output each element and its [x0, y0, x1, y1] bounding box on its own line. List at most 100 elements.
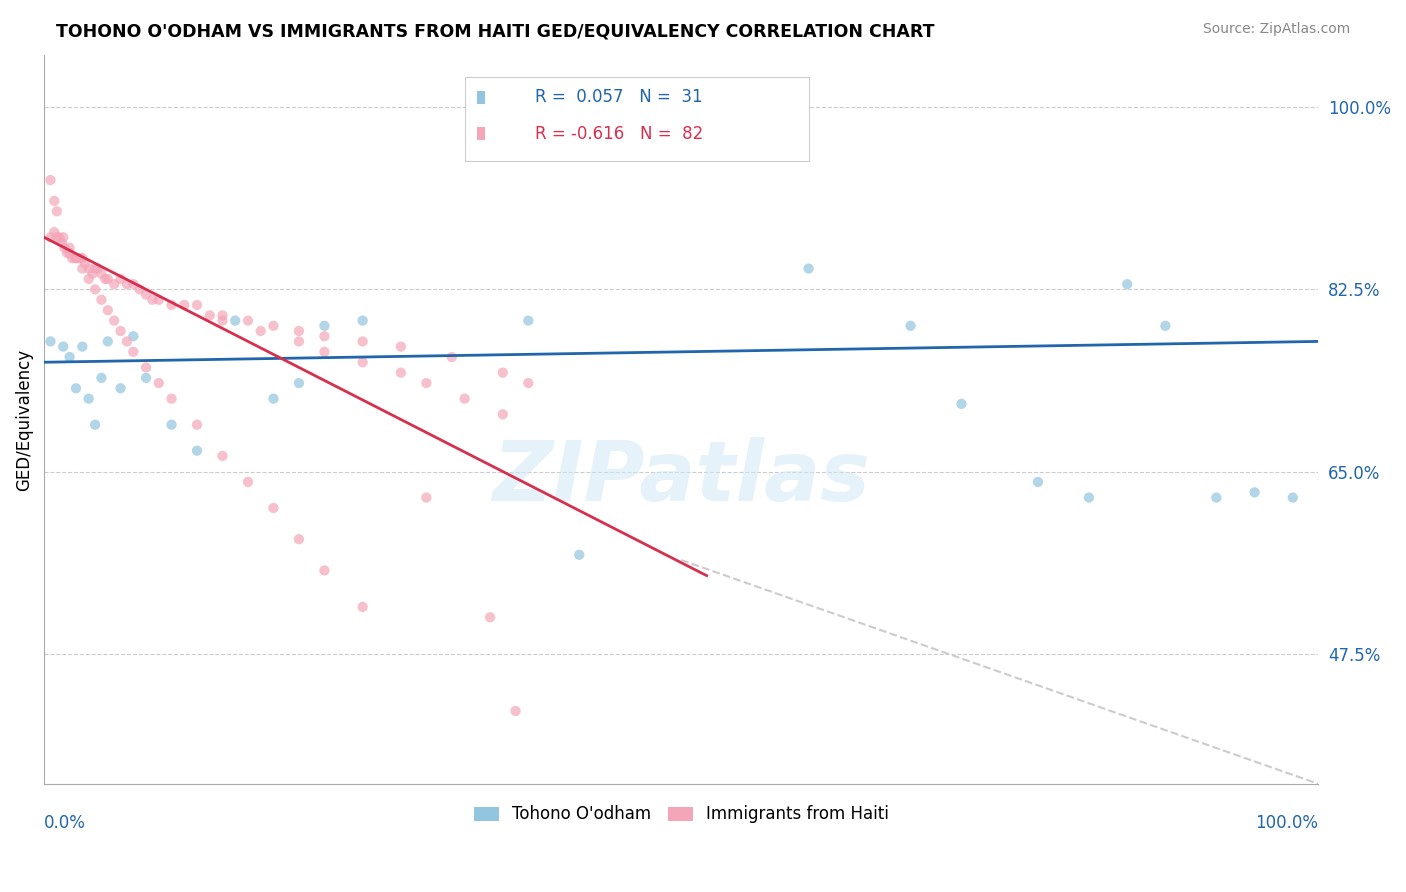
Point — [66, 251, 89, 265]
Point — [72, 261, 94, 276]
Point — [160, 298, 183, 312]
Text: 0.0%: 0.0% — [44, 814, 86, 832]
Point — [479, 610, 502, 624]
Point — [122, 344, 145, 359]
Point — [211, 309, 233, 323]
Point — [84, 282, 107, 296]
Point — [73, 256, 96, 270]
Point — [900, 318, 922, 333]
Text: 100.0%: 100.0% — [1256, 814, 1319, 832]
Point — [352, 313, 374, 327]
Point — [58, 350, 80, 364]
Point — [224, 313, 246, 327]
Text: ZIPatlas: ZIPatlas — [492, 437, 870, 518]
Point — [492, 366, 515, 380]
Point — [65, 381, 87, 395]
Point — [148, 376, 170, 390]
Point — [84, 261, 107, 276]
Text: TOHONO O'ODHAM VS IMMIGRANTS FROM HAITI GED/EQUIVALENCY CORRELATION CHART: TOHONO O'ODHAM VS IMMIGRANTS FROM HAITI … — [56, 22, 935, 40]
Point — [45, 230, 67, 244]
Point — [262, 392, 284, 406]
Point — [288, 324, 311, 338]
Point — [39, 173, 62, 187]
Point — [86, 261, 108, 276]
Point — [135, 287, 157, 301]
Point — [262, 500, 284, 515]
Point — [352, 334, 374, 349]
Point — [389, 340, 412, 354]
Point — [82, 267, 104, 281]
Point — [440, 350, 463, 364]
Point — [53, 241, 76, 255]
Point — [453, 392, 475, 406]
Point — [115, 334, 138, 349]
Point — [135, 371, 157, 385]
Point — [1243, 485, 1265, 500]
Point — [60, 251, 83, 265]
Point — [492, 407, 515, 421]
Point — [950, 397, 973, 411]
Point — [44, 225, 66, 239]
Point — [389, 366, 412, 380]
Point — [1116, 277, 1139, 292]
Point — [103, 313, 125, 327]
Point — [77, 392, 100, 406]
Point — [39, 334, 62, 349]
Point — [262, 318, 284, 333]
Point — [186, 443, 208, 458]
Point — [160, 392, 183, 406]
Point — [110, 272, 132, 286]
Point — [1281, 491, 1303, 505]
Point — [211, 449, 233, 463]
Legend: Tohono O'odham, Immigrants from Haiti: Tohono O'odham, Immigrants from Haiti — [467, 799, 896, 830]
Point — [44, 194, 66, 208]
Text: Source: ZipAtlas.com: Source: ZipAtlas.com — [1202, 22, 1350, 37]
Point — [148, 293, 170, 307]
Point — [1205, 491, 1227, 505]
Point — [94, 272, 117, 286]
Point — [110, 324, 132, 338]
Point — [77, 261, 100, 276]
Point — [103, 277, 125, 292]
Point — [58, 241, 80, 255]
Point — [186, 417, 208, 432]
Point — [173, 298, 195, 312]
Y-axis label: GED/Equivalency: GED/Equivalency — [15, 349, 32, 491]
Point — [314, 329, 336, 343]
Point — [69, 251, 91, 265]
FancyBboxPatch shape — [464, 77, 808, 161]
Point — [236, 313, 259, 327]
Point — [90, 371, 112, 385]
Point — [97, 303, 120, 318]
Point — [52, 230, 75, 244]
FancyBboxPatch shape — [477, 91, 485, 104]
Point — [314, 564, 336, 578]
Point — [110, 381, 132, 395]
Point — [135, 360, 157, 375]
Point — [72, 340, 94, 354]
Point — [39, 230, 62, 244]
Point — [77, 272, 100, 286]
Point — [160, 417, 183, 432]
Text: R =  0.057   N =  31: R = 0.057 N = 31 — [534, 88, 702, 106]
Point — [314, 318, 336, 333]
Point — [236, 475, 259, 489]
Point — [63, 251, 86, 265]
Point — [415, 376, 437, 390]
Point — [1154, 318, 1177, 333]
Point — [72, 251, 94, 265]
Point — [56, 246, 79, 260]
Point — [288, 334, 311, 349]
Point — [48, 230, 70, 244]
Point — [122, 329, 145, 343]
Point — [97, 272, 120, 286]
Point — [84, 417, 107, 432]
Point — [1077, 491, 1099, 505]
Point — [288, 532, 311, 546]
Point — [517, 376, 540, 390]
Point — [90, 267, 112, 281]
Point — [211, 313, 233, 327]
Point — [128, 282, 150, 296]
Point — [51, 235, 73, 250]
Point — [122, 277, 145, 292]
